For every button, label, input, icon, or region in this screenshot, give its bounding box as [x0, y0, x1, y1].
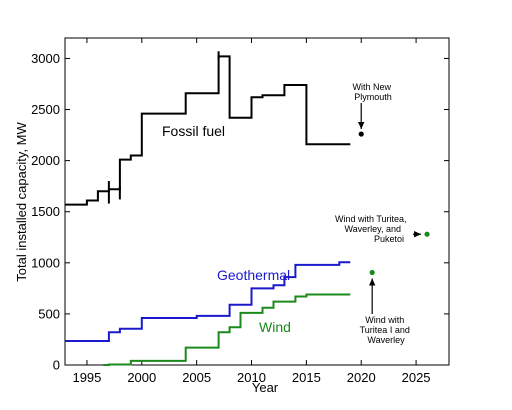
annotation-turitea-i: Wind with Turitea I and Waverley: [360, 315, 413, 345]
annotation-puketoi-line-3: Puketoi: [374, 234, 404, 244]
annotation-turitea-i-line-3: Waverley: [367, 335, 405, 345]
geothermal-label: Geothermal: [217, 267, 290, 283]
y-tick-label: 1000: [31, 255, 60, 270]
series-geothermal-line: [65, 261, 351, 342]
point-turitea-waverley-puketoi: [424, 231, 430, 237]
y-tick-label: 500: [38, 306, 60, 321]
x-tick-label: 2015: [292, 370, 321, 385]
annotation-puketoi-line-2: Waverley, and: [344, 224, 401, 234]
point-new-plymouth: [358, 131, 364, 137]
x-tick-label: 1995: [72, 370, 101, 385]
y-axis-title: Total installed capacity, MW: [14, 122, 29, 282]
x-tick-label: 2020: [347, 370, 376, 385]
y-tick-label: 2000: [31, 153, 60, 168]
y-tick-label: 0: [53, 358, 60, 373]
x-tick-label: 2010: [237, 370, 266, 385]
annotation-turitea-i-line-1: Wind with: [365, 315, 404, 325]
annotation-puketoi: Wind with Turitea, Waverley, and Puketoi: [335, 214, 409, 244]
arrow-turitea-i: [369, 278, 376, 314]
plot-frame: [64, 37, 450, 366]
data-points: [358, 131, 430, 276]
fossil-fuel-label: Fossil fuel: [162, 123, 225, 139]
x-tick-label: 2025: [402, 370, 431, 385]
series-fossil-fuel-line: [65, 55, 351, 206]
annotation-new-plymouth-line-1: With New: [352, 82, 391, 92]
y-tick-label: 2500: [31, 102, 60, 117]
axis-ticks: 1995 2000 2005 2010 2015 2020 2025 0 500 1000 1500…: [31, 38, 449, 385]
annotation-arrows: [358, 103, 422, 314]
annotation-turitea-i-line-2: Turitea I and: [360, 325, 410, 335]
arrow-puketoi: [413, 231, 422, 238]
arrow-new-plymouth: [358, 103, 365, 130]
x-tick-label: 2000: [127, 370, 156, 385]
annotation-new-plymouth: With New Plymouth: [352, 82, 393, 102]
x-axis-title: Year: [252, 380, 279, 395]
y-tick-label: 3000: [31, 51, 60, 66]
x-tick-label: 2005: [182, 370, 211, 385]
series-wind-line: [103, 293, 351, 366]
series-lines: [65, 51, 351, 366]
annotation-puketoi-line-1: Wind with Turitea,: [335, 214, 407, 224]
wind-label: Wind: [259, 319, 291, 335]
y-tick-label: 1500: [31, 204, 60, 219]
point-turitea-i-waverley: [369, 269, 375, 276]
annotation-new-plymouth-line-2: Plymouth: [354, 92, 392, 102]
